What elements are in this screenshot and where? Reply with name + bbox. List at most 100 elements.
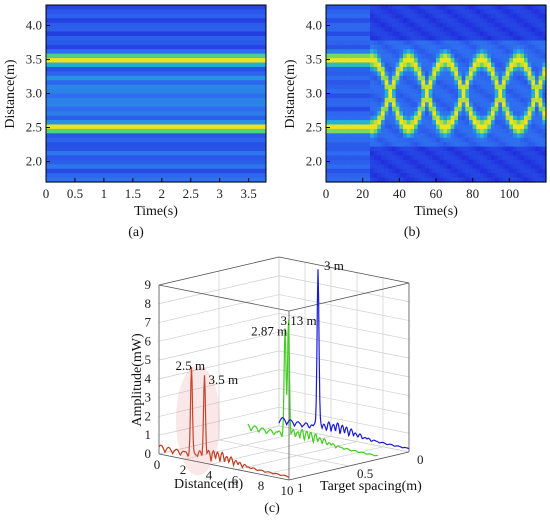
heatmap-cell — [428, 18, 433, 24]
heatmap-cell — [399, 18, 404, 24]
heatmap-cell — [362, 22, 367, 28]
heatmap-cell — [461, 5, 466, 11]
heatmap-cell — [458, 62, 463, 68]
heatmap-cell — [472, 155, 477, 161]
heatmap-cell — [513, 44, 518, 50]
heatmap-cell — [410, 97, 415, 103]
heatmap-cell — [520, 137, 525, 143]
heatmap-cell — [454, 111, 459, 117]
heatmap-cell — [381, 142, 386, 148]
heatmap-cell — [337, 106, 342, 112]
heatmap-cell — [520, 115, 525, 121]
heatmap-cell — [443, 93, 448, 99]
heatmap-cell — [432, 168, 437, 174]
heatmap-cell — [443, 146, 448, 152]
heatmap-cell — [447, 111, 452, 117]
heatmap-cell — [476, 75, 481, 81]
heatmap-cell — [465, 159, 470, 165]
heatmap-cell — [538, 44, 543, 50]
spectrum-series — [247, 319, 378, 457]
heatmap-cell — [439, 173, 444, 179]
heatmap-cell — [366, 102, 371, 108]
heatmap-cell — [377, 151, 382, 157]
heatmap-cell — [494, 62, 499, 68]
heatmap-cell — [469, 5, 474, 11]
heatmap-cell — [542, 164, 547, 170]
heatmap-cell — [542, 97, 547, 103]
heatmap-cell — [513, 5, 518, 11]
heatmap-cell — [406, 97, 411, 103]
heatmap-cell — [454, 89, 459, 95]
heatmap-cell — [476, 18, 481, 24]
heatmap-cell — [399, 71, 404, 77]
heatmap-cell — [399, 58, 404, 64]
heatmap-cell — [491, 102, 496, 108]
heatmap-cell — [410, 75, 415, 81]
heatmap-cell — [439, 168, 444, 174]
heatmap-cell — [516, 44, 521, 50]
heatmap-cell — [362, 84, 367, 90]
heatmap-cell — [46, 168, 266, 174]
heatmap-cell — [399, 80, 404, 86]
heatmap-cell — [344, 27, 349, 33]
heatmap-cell — [487, 168, 492, 174]
heatmap-cell — [395, 40, 400, 46]
heatmap-cell — [469, 111, 474, 117]
heatmap-cell — [542, 9, 547, 15]
heatmap-cell — [509, 9, 514, 15]
heatmap-cell — [494, 58, 499, 64]
heatmap-cell — [443, 5, 448, 11]
panel-b-cells — [326, 5, 547, 183]
heatmap-cell — [505, 106, 510, 112]
peak-annotation: 3 m — [324, 258, 344, 273]
y-tick-label: 3.0 — [26, 86, 42, 101]
heatmap-cell — [498, 40, 503, 46]
heatmap-cell — [535, 137, 540, 143]
heatmap-cell — [406, 89, 411, 95]
heatmap-cell — [476, 27, 481, 33]
heatmap-cell — [465, 115, 470, 121]
heatmap-cell — [505, 89, 510, 95]
heatmap-cell — [425, 9, 430, 15]
heatmap-cell — [469, 102, 474, 108]
heatmap-cell — [384, 5, 389, 11]
heatmap-cell — [450, 71, 455, 77]
heatmap-cell — [454, 146, 459, 152]
heatmap-cell — [377, 106, 382, 112]
heatmap-cell — [395, 71, 400, 77]
heatmap-cell — [447, 115, 452, 121]
heatmap-cell — [326, 58, 331, 64]
heatmap-cell — [395, 35, 400, 41]
heatmap-cell — [513, 102, 518, 108]
heatmap-cell — [46, 18, 266, 24]
heatmap-cell — [337, 75, 342, 81]
heatmap-cell — [447, 9, 452, 15]
heatmap-cell — [329, 44, 334, 50]
heatmap-cell — [373, 71, 378, 77]
heatmap-cell — [384, 75, 389, 81]
heatmap-cell — [410, 93, 415, 99]
heatmap-cell — [469, 89, 474, 95]
heatmap-cell — [381, 159, 386, 165]
heatmap-cell — [340, 124, 345, 130]
heatmap-cell — [432, 22, 437, 28]
heatmap-cell — [447, 102, 452, 108]
heatmap-cell — [516, 84, 521, 90]
heatmap-cell — [527, 53, 532, 59]
heatmap-cell — [542, 53, 547, 59]
heatmap-cell — [362, 53, 367, 59]
heatmap-cell — [472, 137, 477, 143]
heatmap-cell — [344, 124, 349, 130]
heatmap-cell — [373, 22, 378, 28]
heatmap-cell — [535, 80, 540, 86]
heatmap-cell — [450, 120, 455, 126]
heatmap-cell — [344, 93, 349, 99]
heatmap-cell — [527, 164, 532, 170]
heatmap-cell — [392, 93, 397, 99]
heatmap-cell — [516, 124, 521, 130]
heatmap-cell — [483, 155, 488, 161]
heatmap-cell — [395, 9, 400, 15]
heatmap-cell — [421, 44, 426, 50]
heatmap-cell — [326, 49, 331, 55]
heatmap-cell — [425, 164, 430, 170]
